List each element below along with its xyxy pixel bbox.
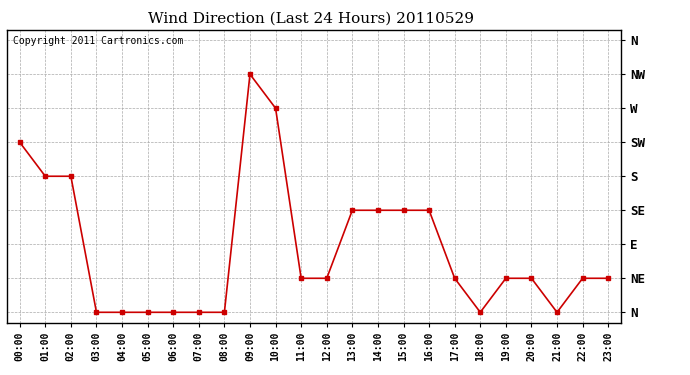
Text: Wind Direction (Last 24 Hours) 20110529: Wind Direction (Last 24 Hours) 20110529 (148, 11, 473, 25)
Text: Copyright 2011 Cartronics.com: Copyright 2011 Cartronics.com (13, 36, 184, 46)
